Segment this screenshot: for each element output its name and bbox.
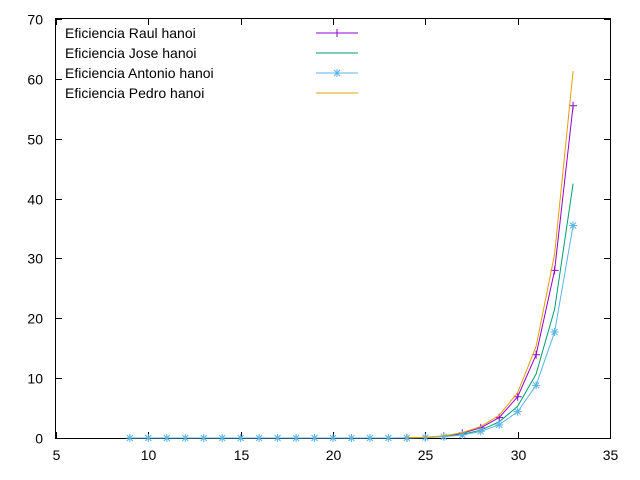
- plus-marker: [333, 29, 341, 37]
- series-line: [406, 105, 574, 439]
- series-layer: [125, 71, 578, 442]
- star-marker: [495, 420, 504, 429]
- series-line: [406, 71, 574, 439]
- star-marker: [144, 434, 153, 442]
- plus-marker: [569, 101, 578, 110]
- series-line: [406, 183, 574, 439]
- x-tick-label: 15: [234, 447, 250, 463]
- star-marker: [255, 434, 264, 442]
- star-marker: [199, 434, 208, 442]
- star-marker: [333, 69, 341, 77]
- x-tick-label: 25: [418, 447, 434, 463]
- series-1: [406, 183, 574, 439]
- y-tick-label: 50: [27, 132, 43, 148]
- x-tick-label: 10: [141, 447, 157, 463]
- star-marker: [310, 434, 319, 442]
- x-tick-label: 5: [53, 447, 61, 463]
- star-marker: [236, 434, 245, 442]
- star-marker: [365, 434, 374, 442]
- series-2: [125, 221, 578, 442]
- series-3: [406, 71, 574, 439]
- star-marker: [181, 434, 190, 442]
- star-marker: [458, 431, 467, 440]
- star-marker: [384, 434, 393, 442]
- y-tick-label: 60: [27, 72, 43, 88]
- star-marker: [125, 434, 134, 442]
- legend: Eficiencia Raul hanoi Eficiencia Jose han…: [65, 25, 358, 101]
- star-marker: [402, 433, 411, 442]
- star-marker: [162, 434, 171, 442]
- star-marker: [569, 221, 578, 230]
- star-marker: [347, 434, 356, 442]
- y-tick-label: 40: [27, 192, 43, 208]
- plus-marker: [513, 392, 522, 401]
- axes: 5 10 15 20 25 30 35 0 10 20 30 40 50 60 70: [27, 12, 618, 464]
- y-tick-label: 20: [27, 311, 43, 327]
- y-tick-label: 70: [27, 12, 43, 28]
- y-tick-label: 30: [27, 251, 43, 267]
- star-marker: [273, 434, 282, 442]
- x-tick-label: 30: [511, 447, 527, 463]
- star-marker: [439, 432, 448, 441]
- x-tick-label: 20: [326, 447, 342, 463]
- y-tick-label: 0: [35, 431, 43, 447]
- legend-label: Eficiencia Antonio hanoi: [65, 65, 214, 81]
- star-marker: [550, 328, 559, 337]
- x-tick-label: 35: [603, 447, 619, 463]
- plus-marker: [532, 350, 541, 359]
- star-marker: [532, 381, 541, 390]
- star-marker: [218, 434, 227, 442]
- plus-marker: [550, 266, 559, 275]
- y-tick-label: 10: [27, 371, 43, 387]
- star-marker: [513, 407, 522, 416]
- star-marker: [476, 427, 485, 436]
- legend-label: Eficiencia Raul hanoi: [65, 25, 196, 41]
- legend-label: Eficiencia Jose hanoi: [65, 45, 197, 61]
- star-marker: [329, 434, 337, 442]
- legend-label: Eficiencia Pedro hanoi: [65, 85, 204, 101]
- star-marker: [292, 434, 301, 442]
